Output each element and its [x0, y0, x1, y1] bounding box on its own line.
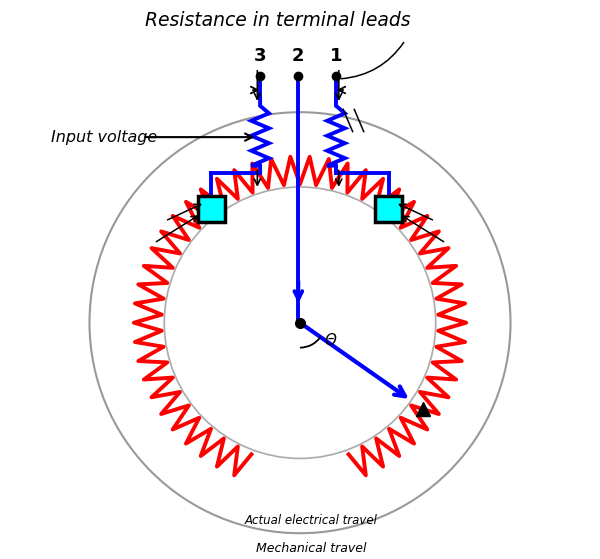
Text: Resistance in terminal leads: Resistance in terminal leads [145, 11, 410, 30]
Text: 3: 3 [254, 46, 266, 65]
Text: Actual electrical travel: Actual electrical travel [245, 514, 377, 527]
FancyBboxPatch shape [376, 196, 402, 222]
Text: 2: 2 [292, 46, 305, 65]
Text: 1: 1 [330, 46, 342, 65]
Text: Input voltage: Input voltage [51, 130, 157, 145]
Text: Mechanical travel: Mechanical travel [256, 542, 367, 555]
Text: Θ: Θ [325, 333, 337, 348]
FancyBboxPatch shape [198, 196, 224, 222]
